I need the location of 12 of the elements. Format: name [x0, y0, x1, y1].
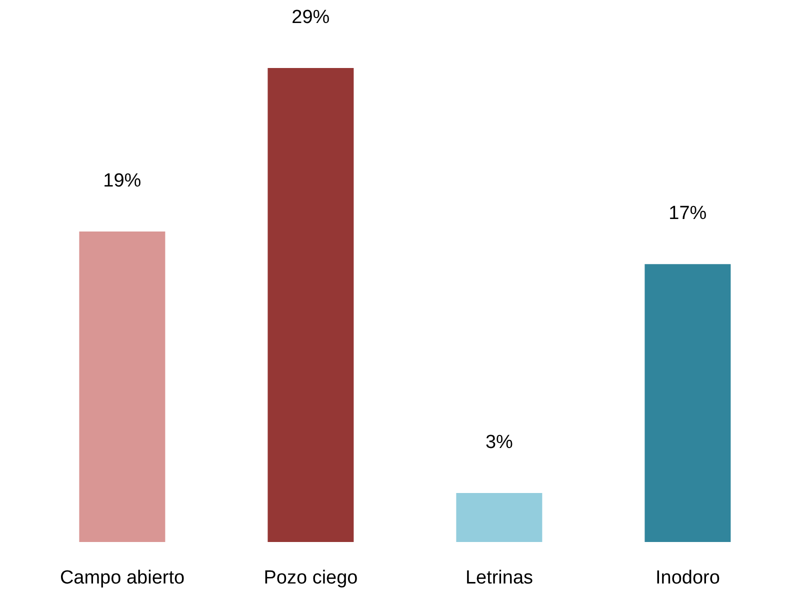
bar: [79, 231, 166, 542]
x-tick-label: Pozo ciego: [264, 567, 358, 588]
data-label: 19%: [103, 170, 142, 192]
bar: [456, 492, 542, 542]
x-tick-label: Campo abierto: [60, 567, 185, 588]
data-label: 29%: [292, 7, 330, 28]
data-label: 3%: [485, 432, 514, 453]
bar: [644, 264, 731, 542]
bar: [268, 68, 354, 542]
data-label: 17%: [668, 203, 707, 224]
x-tick-label: Inodoro: [656, 567, 720, 588]
x-tick-label: Letrinas: [465, 567, 534, 588]
